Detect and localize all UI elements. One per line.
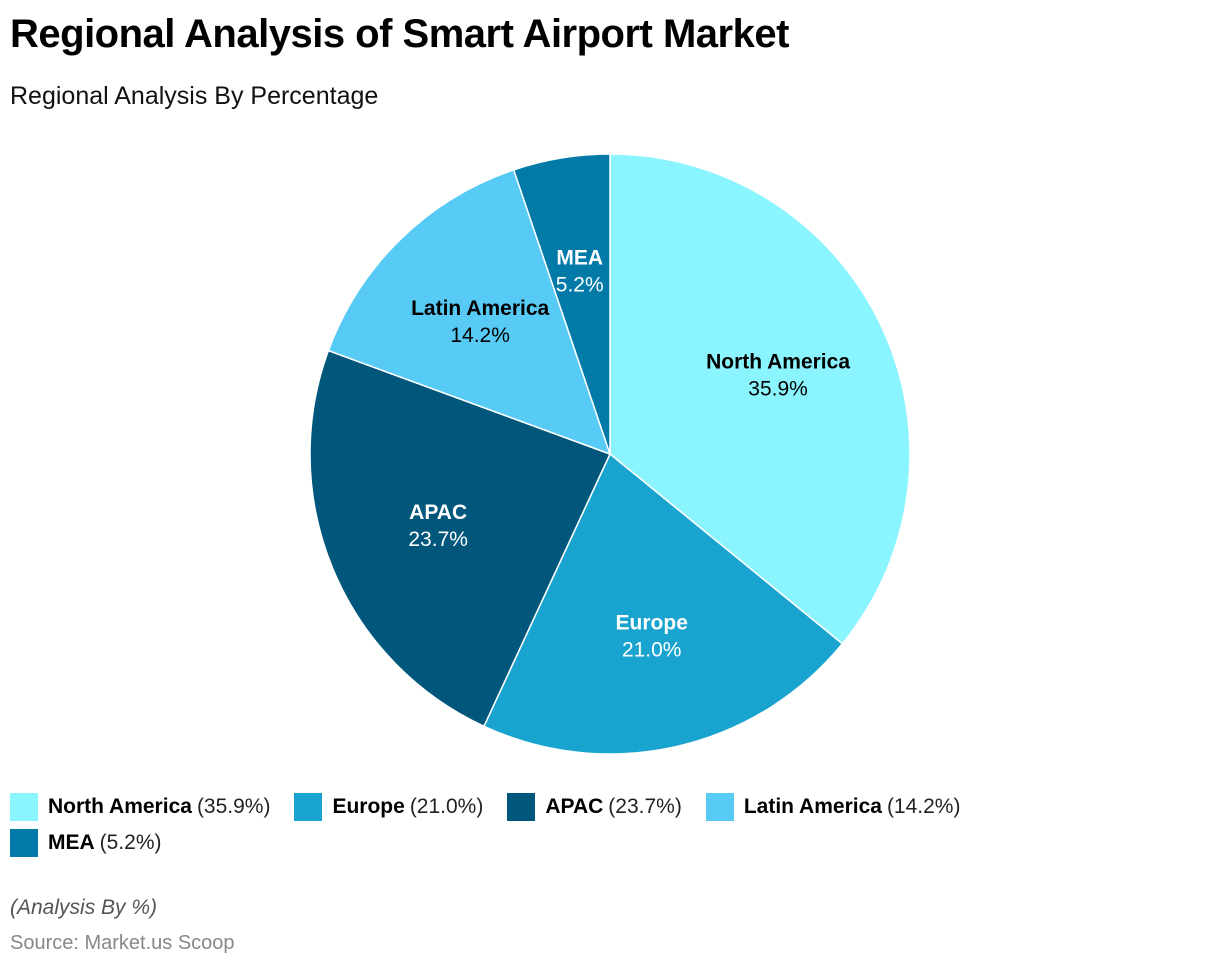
legend-label: APAC (545, 795, 604, 818)
legend-value: (14.2%) (886, 795, 961, 818)
slice-label-value: 5.2% (556, 273, 604, 296)
pie-slice-latin-america (327, 168, 612, 456)
slice-label-name: Latin America (411, 297, 549, 320)
legend-swatch (507, 793, 536, 821)
chart-title: Regional Analysis of Smart Airport Marke… (10, 12, 789, 56)
slice-label-name: North America (706, 350, 850, 373)
pie-slice-mea (512, 153, 611, 455)
legend-value: (5.2%) (99, 831, 162, 854)
chart-note: (Analysis By %) (10, 896, 158, 919)
legend-item: North America (35.9%) (10, 792, 270, 822)
slice-label-name: APAC (409, 501, 467, 524)
slice-label-value: 23.7% (408, 528, 468, 551)
legend-label: North America (48, 795, 192, 818)
legend-swatch (10, 829, 38, 857)
slice-label-name: MEA (556, 246, 603, 269)
legend-swatch (294, 793, 323, 821)
legend-value: (23.7%) (608, 795, 682, 818)
pie-slice-north-america (609, 153, 911, 645)
slice-label-value: 14.2% (450, 324, 510, 347)
legend-item: APAC (23.7%) (507, 792, 682, 822)
legend-swatch (705, 793, 734, 821)
legend-label: MEA (48, 831, 95, 854)
legend-value: (35.9%) (196, 795, 271, 818)
pie-slice-apac (309, 349, 612, 728)
legend-item: Latin America (14.2%) (705, 792, 961, 822)
legend-item: Europe (21.0%) (294, 792, 483, 822)
legend-swatch (10, 793, 38, 821)
legend: North America (35.9%) Europe (21.0%) APAC (23… (10, 792, 1110, 858)
legend-item: MEA (5.2%) (10, 828, 162, 858)
pie-chart: North America 35.9% Europe 21.0% APAC 23.7% La… (309, 153, 911, 755)
slice-label-value: 35.9% (748, 377, 808, 400)
chart-source: Source: Market.us Scoop (10, 932, 235, 954)
slice-label-name: Europe (616, 611, 688, 634)
slice-label-value: 21.0% (622, 638, 682, 661)
legend-label: Latin America (743, 795, 882, 818)
legend-value: (21.0%) (409, 795, 484, 818)
legend-label: Europe (332, 795, 405, 818)
chart-subtitle: Regional Analysis By Percentage (10, 82, 379, 110)
pie-slice-europe (482, 452, 844, 755)
